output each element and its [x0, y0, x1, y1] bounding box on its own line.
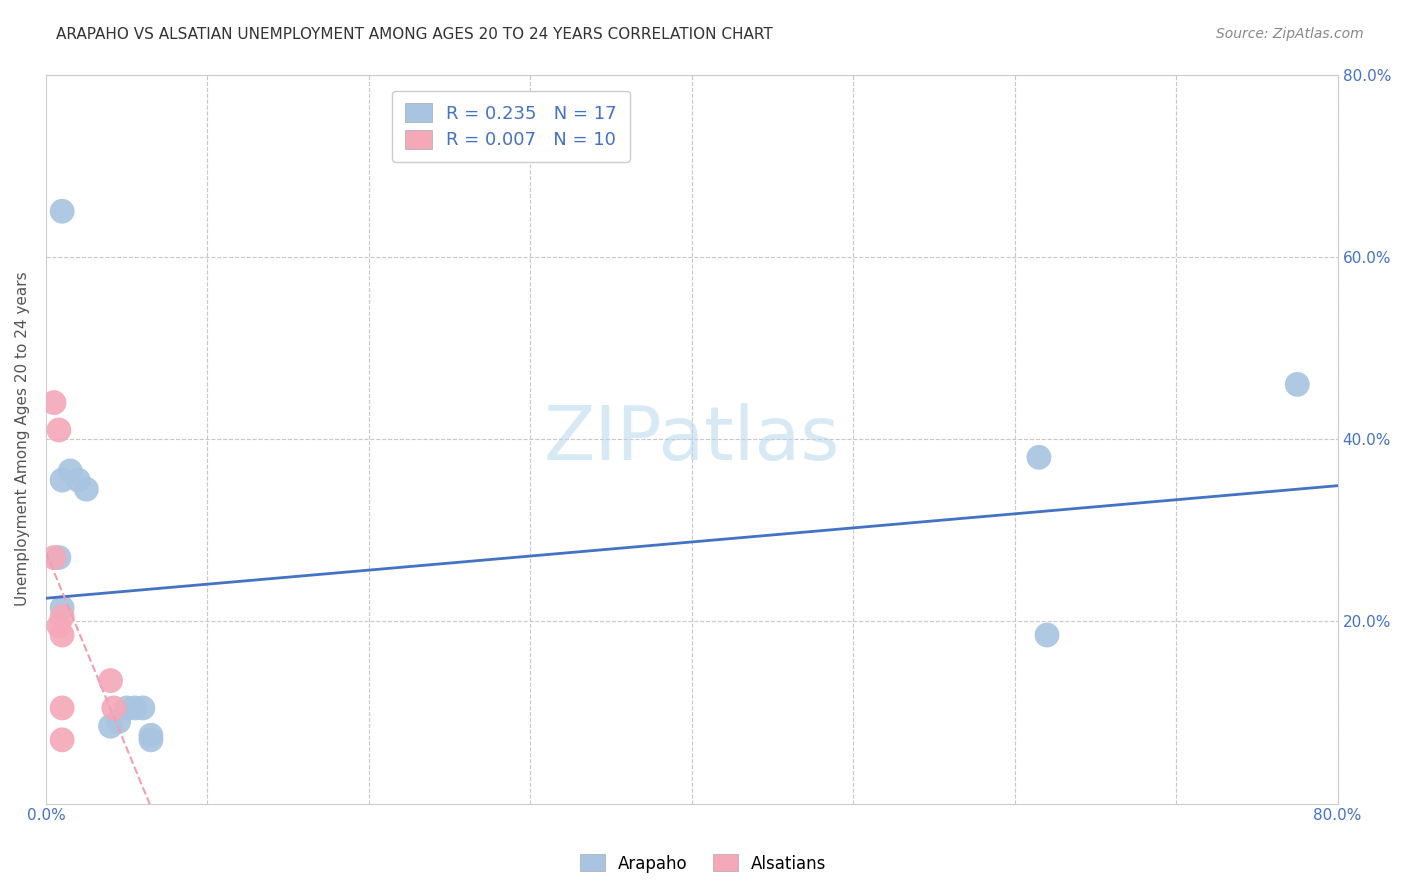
Point [103, 701, 125, 715]
Y-axis label: Unemployment Among Ages 20 to 24 years: Unemployment Among Ages 20 to 24 years [15, 272, 30, 607]
Text: ZIPatlas: ZIPatlas [544, 402, 839, 475]
Point [59, 464, 82, 478]
Legend: Arapaho, Alsatians: Arapaho, Alsatians [574, 847, 832, 880]
Point [48, 550, 70, 565]
Point [115, 701, 138, 715]
Point [51, 600, 73, 615]
Point [132, 701, 155, 715]
Point [67, 473, 90, 487]
Point [100, 719, 122, 733]
Point [51, 609, 73, 624]
Point [1028, 450, 1050, 465]
Point [42, 550, 65, 565]
Point [1036, 628, 1059, 642]
Point [51, 628, 73, 642]
Point [75, 482, 97, 496]
Point [42, 395, 65, 409]
Text: ARAPAHO VS ALSATIAN UNEMPLOYMENT AMONG AGES 20 TO 24 YEARS CORRELATION CHART: ARAPAHO VS ALSATIAN UNEMPLOYMENT AMONG A… [56, 27, 773, 42]
Point [139, 728, 162, 742]
Point [107, 714, 129, 729]
Text: Source: ZipAtlas.com: Source: ZipAtlas.com [1216, 27, 1364, 41]
Point [48, 619, 70, 633]
Point [48, 423, 70, 437]
Point [51, 732, 73, 747]
Point [100, 673, 122, 688]
Legend: R = 0.235   N = 17, R = 0.007   N = 10: R = 0.235 N = 17, R = 0.007 N = 10 [392, 91, 630, 162]
Point [139, 732, 162, 747]
Point [1286, 377, 1309, 392]
Point [51, 701, 73, 715]
Point [51, 473, 73, 487]
Point [51, 204, 73, 219]
Point [124, 701, 146, 715]
